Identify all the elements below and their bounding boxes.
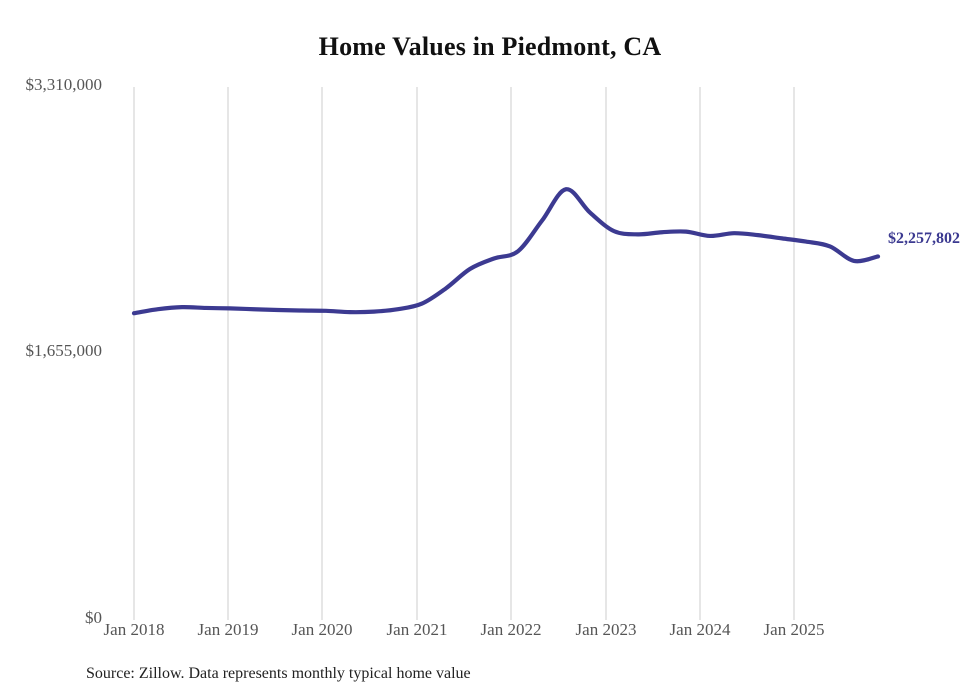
x-axis-tick-jan-2022: Jan 2022 [480, 620, 542, 639]
y-axis-tick-zero: $0 [85, 608, 102, 627]
x-axis-tick-jan-2023: Jan 2023 [575, 620, 637, 639]
end-value-annotation: $2,257,802 [888, 230, 960, 247]
x-axis-tick-jan-2024: Jan 2024 [669, 620, 731, 639]
y-axis-tick-mid: $1,655,000 [25, 341, 103, 360]
x-axis-tick-jan-2019: Jan 2019 [197, 620, 259, 639]
x-axis-tick-jan-2025: Jan 2025 [763, 620, 825, 639]
page-title: Home Values in Piedmont, CA [318, 32, 662, 61]
y-axis-tick-max: $3,310,000 [25, 75, 103, 94]
source-note: Source: Zillow. Data represents monthly … [86, 665, 471, 682]
x-axis-tick-jan-2021: Jan 2021 [386, 620, 448, 639]
home-value-line [131, 187, 881, 316]
x-axis-tick-jan-2020: Jan 2020 [291, 620, 353, 639]
x-axis-tick-jan-2018: Jan 2018 [103, 620, 165, 639]
gridlines [133, 87, 795, 620]
